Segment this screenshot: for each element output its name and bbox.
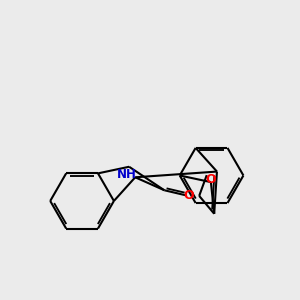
Text: NH: NH <box>117 168 137 181</box>
Text: O: O <box>184 189 194 202</box>
Text: O: O <box>206 173 216 187</box>
